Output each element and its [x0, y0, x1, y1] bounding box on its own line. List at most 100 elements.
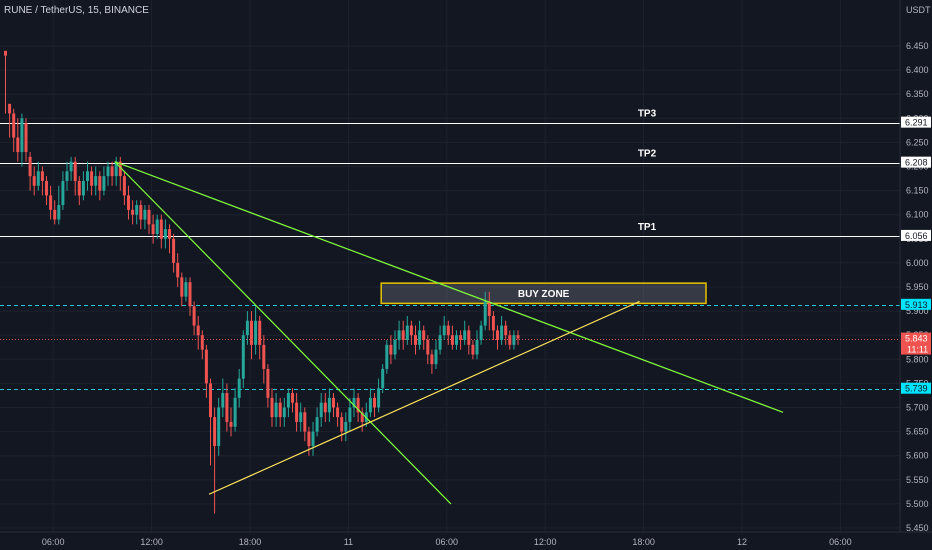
candle-body	[422, 330, 426, 341]
candle-body	[53, 209, 57, 220]
candle-body	[106, 166, 110, 177]
candle-body	[266, 368, 270, 398]
candle-body	[98, 176, 102, 191]
candle-body	[131, 209, 135, 215]
candle-body	[491, 315, 495, 331]
candle-body	[414, 335, 417, 345]
price-tag-label-upper: 5.913	[905, 300, 928, 310]
candle-body	[188, 282, 192, 307]
price-tick-label: 5.600	[906, 451, 929, 461]
candle-body	[496, 330, 499, 341]
candle-body	[184, 282, 188, 297]
candle-body	[397, 330, 401, 341]
level-label-TP1: TP1	[638, 222, 657, 233]
candle-body	[385, 344, 389, 369]
level-label-TP3: TP3	[638, 109, 657, 120]
candle-body	[430, 354, 434, 365]
price-tick-label: 6.100	[906, 210, 929, 220]
time-axis: 06:00 12:00 18:00 11 06:00 12:00 18:00 12 06:00	[0, 531, 932, 547]
candle-body	[274, 402, 278, 418]
level-label-TP2: TP2	[638, 149, 657, 160]
price-tick-label: 5.450	[906, 523, 929, 533]
price-tick-label: 5.900	[906, 306, 929, 316]
price-tag-current	[901, 332, 931, 355]
candle-body	[213, 417, 217, 447]
candle-body	[196, 325, 200, 336]
candle-body	[28, 156, 32, 177]
candle-body	[192, 306, 196, 326]
candle-body	[446, 325, 450, 336]
time-tick-label: 06:00	[42, 537, 65, 547]
candle-body	[487, 301, 491, 316]
candle-body	[450, 335, 454, 345]
time-tick-label: 11	[344, 537, 353, 547]
candle-body	[20, 118, 24, 153]
candle-body	[418, 330, 422, 345]
price-tag-label-current: 5.843	[905, 334, 928, 344]
candle-body	[200, 335, 204, 350]
candle-body	[262, 344, 266, 369]
candle-body	[311, 431, 315, 447]
candle-body	[8, 103, 12, 114]
buy-zone: BUY ZONE	[380, 282, 707, 305]
candle-body	[344, 421, 348, 432]
candle-body	[291, 393, 294, 403]
trendline-steep-descending	[114, 161, 452, 505]
candle-body	[455, 335, 458, 345]
candle-body	[352, 397, 356, 408]
candle-body	[110, 166, 114, 177]
candle-body	[393, 340, 397, 355]
price-axis-currency: USDT	[906, 5, 931, 15]
candle-body	[299, 412, 303, 422]
candle-body	[373, 397, 376, 408]
time-tick-label: 12	[737, 537, 747, 547]
candle-body	[512, 335, 516, 345]
candle-body	[159, 219, 163, 239]
price-tick-label: 5.950	[906, 282, 929, 292]
candle-body	[24, 123, 28, 153]
candle-body	[377, 388, 381, 408]
candle-body	[114, 161, 118, 177]
candle-body	[286, 393, 290, 408]
time-tick-label: 18:00	[239, 537, 262, 547]
price-tag-label-TP2: 6.208	[905, 158, 928, 168]
candle-body	[73, 161, 77, 181]
candle-body	[40, 171, 44, 181]
candle-body	[94, 176, 98, 186]
candle-body	[16, 137, 20, 153]
candles	[4, 50, 520, 514]
candle-body	[303, 412, 307, 432]
grid-lines	[0, 0, 900, 532]
trendline-descending-resistance	[114, 161, 784, 413]
candle-body	[143, 209, 147, 220]
price-tick-label: 6.450	[906, 41, 929, 51]
candle-body	[360, 412, 364, 422]
trendline-ascending-support	[208, 300, 640, 495]
time-tick-label: 12:00	[140, 537, 163, 547]
candle-body	[12, 113, 16, 138]
candle-body	[221, 393, 225, 408]
candle-body	[389, 344, 393, 355]
price-tick-label: 5.650	[906, 427, 929, 437]
candle-body	[368, 397, 372, 413]
candle-body	[319, 402, 323, 418]
candle-body	[467, 330, 471, 345]
candle-body	[81, 180, 85, 196]
candle-body	[295, 402, 299, 422]
candle-body	[49, 195, 53, 210]
candle-body	[282, 407, 286, 418]
price-tag-TP1	[901, 229, 931, 241]
candle-body	[463, 330, 467, 341]
candle-body	[217, 407, 221, 447]
candle-body	[69, 161, 73, 172]
candle-body	[405, 325, 409, 341]
ticker-title: RUNE / TetherUS, 15, BINANCE	[4, 5, 149, 16]
time-tick-label: 18:00	[632, 537, 655, 547]
candle-body	[204, 349, 208, 384]
candle-body	[508, 335, 512, 345]
candle-body	[237, 378, 241, 398]
candle-body	[151, 224, 155, 234]
candle-body	[163, 229, 167, 239]
trendlines	[114, 161, 784, 505]
